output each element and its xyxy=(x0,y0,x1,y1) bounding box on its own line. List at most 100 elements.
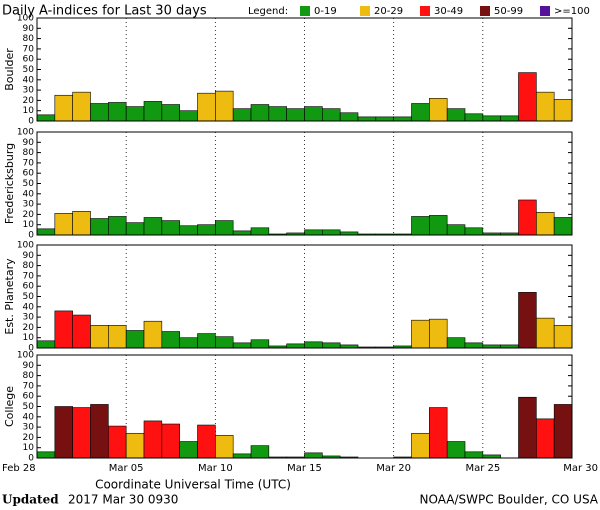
bar xyxy=(536,317,555,349)
bar xyxy=(54,310,73,349)
bar xyxy=(215,90,234,122)
bar xyxy=(518,396,537,459)
x-tick-label: Mar 05 xyxy=(109,463,144,474)
bar xyxy=(429,98,448,122)
y-tick-label: 100 xyxy=(17,351,34,361)
bar xyxy=(125,432,145,459)
y-tick-label: 80 xyxy=(23,34,35,44)
bar xyxy=(536,418,555,459)
y-tick-label: 50 xyxy=(23,65,35,75)
bar xyxy=(54,406,73,459)
plot-frame xyxy=(36,354,573,459)
legend-label: >=100 xyxy=(554,6,590,17)
bar xyxy=(143,420,163,459)
bar xyxy=(161,220,180,236)
bar xyxy=(268,106,287,122)
bar xyxy=(108,325,127,349)
bar xyxy=(304,229,323,236)
bar xyxy=(553,325,573,349)
y-tick-label: 100 xyxy=(17,14,34,24)
y-tick-label: 80 xyxy=(23,261,35,271)
bar xyxy=(36,451,56,459)
y-tick-label: 70 xyxy=(23,271,35,281)
bar xyxy=(108,216,127,236)
y-tick-label: 10 xyxy=(23,333,35,343)
bar xyxy=(250,104,270,122)
y-tick-label: 40 xyxy=(23,412,35,422)
bar xyxy=(161,423,180,459)
y-tick-label: 70 xyxy=(23,44,35,54)
y-tick-label: 90 xyxy=(23,138,35,148)
bar xyxy=(286,343,305,349)
bar xyxy=(125,106,145,122)
y-tick-label: 40 xyxy=(23,189,35,199)
bar xyxy=(446,337,466,349)
y-tick-label: 100 xyxy=(17,128,34,138)
bar xyxy=(250,339,270,349)
bar xyxy=(429,407,448,459)
bar xyxy=(518,199,537,236)
y-tick-label: 90 xyxy=(23,361,35,371)
y-tick-label: 60 xyxy=(23,169,35,179)
bar xyxy=(411,432,430,459)
timestamp: 2017 Mar 30 0930 xyxy=(68,493,178,507)
x-tick-label: Mar 10 xyxy=(198,463,233,474)
bar xyxy=(36,340,56,349)
bar xyxy=(36,114,56,122)
y-axis-label: Boulder xyxy=(3,48,16,91)
bar xyxy=(429,318,448,349)
y-tick-label: 60 xyxy=(23,55,35,65)
bar xyxy=(322,342,341,349)
bar xyxy=(304,106,323,122)
bar xyxy=(197,92,216,122)
y-tick-label: 30 xyxy=(23,313,35,323)
y-tick-label: 30 xyxy=(23,86,35,96)
y-tick-label: 60 xyxy=(23,392,35,402)
y-tick-label: 0 xyxy=(28,344,34,354)
bar xyxy=(143,217,163,236)
y-tick-label: 50 xyxy=(23,179,35,189)
bar xyxy=(179,441,198,459)
bar xyxy=(72,407,91,459)
bar xyxy=(322,108,341,122)
legend-label: 20-29 xyxy=(374,6,403,17)
bar xyxy=(500,115,519,122)
y-axis-label: Est. Planetary xyxy=(3,258,16,335)
y-tick-label: 90 xyxy=(23,24,35,34)
y-tick-label: 60 xyxy=(23,282,35,292)
bar xyxy=(215,435,234,459)
bar xyxy=(518,72,537,122)
x-tick-label: Mar 20 xyxy=(376,463,411,474)
bar xyxy=(54,213,73,236)
y-tick-label: 20 xyxy=(23,96,35,106)
bar xyxy=(90,103,109,122)
y-tick-label: 0 xyxy=(28,117,34,127)
legend-label: 50-99 xyxy=(494,6,523,17)
bar xyxy=(375,116,394,122)
legend-label: 30-49 xyxy=(434,6,463,17)
bar xyxy=(197,224,216,236)
legend-swatch xyxy=(480,6,490,16)
x-axis-label: Coordinate Universal Time (UTC) xyxy=(95,478,291,492)
bar xyxy=(446,441,466,459)
legend-title: Legend: xyxy=(248,6,288,17)
y-tick-label: 20 xyxy=(23,210,35,220)
legend-swatch xyxy=(300,6,310,16)
y-tick-label: 70 xyxy=(23,158,35,168)
legend-swatch xyxy=(420,6,430,16)
bar xyxy=(143,320,163,349)
bar xyxy=(536,212,555,236)
bar xyxy=(339,112,359,122)
bar xyxy=(90,218,109,236)
y-tick-label: 0 xyxy=(28,454,34,464)
bar xyxy=(72,211,91,236)
y-tick-label: 20 xyxy=(23,323,35,333)
y-tick-label: 50 xyxy=(23,402,35,412)
bar xyxy=(125,330,145,349)
bar xyxy=(553,404,573,459)
updated-label: Updated xyxy=(2,493,59,507)
bar xyxy=(197,333,216,349)
bar xyxy=(54,94,73,122)
bar xyxy=(553,99,573,122)
x-tick-label: Mar 15 xyxy=(287,463,322,474)
